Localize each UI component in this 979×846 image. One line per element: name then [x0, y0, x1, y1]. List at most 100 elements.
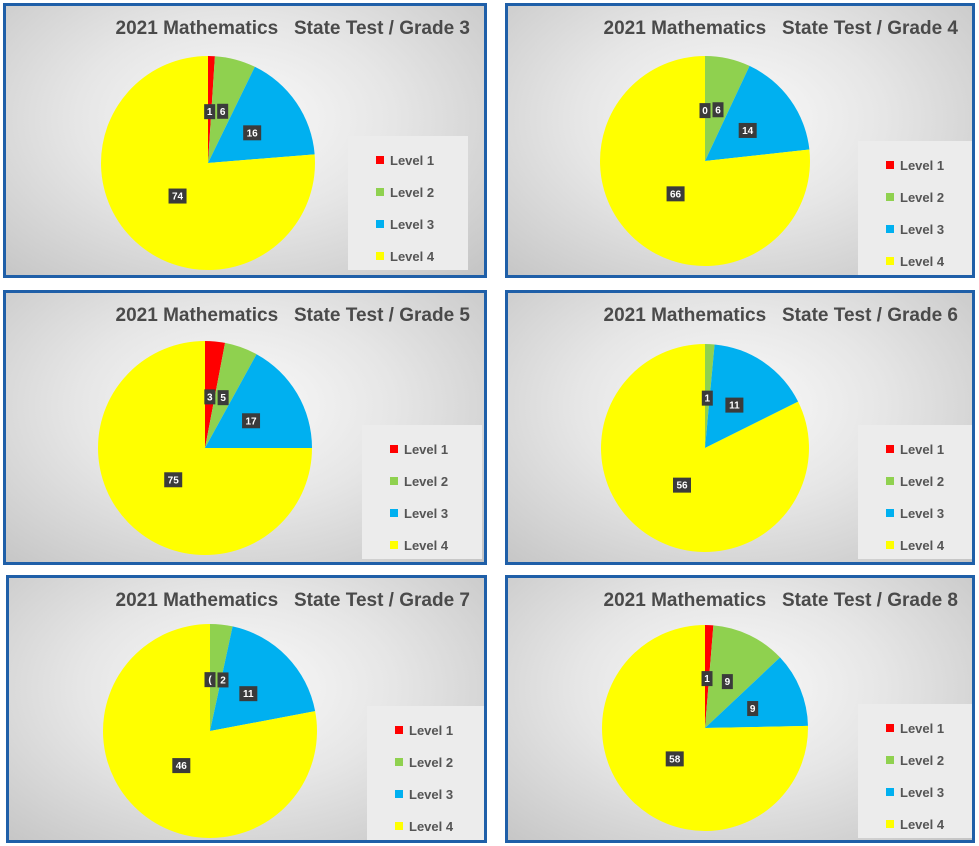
chart-panel-grade-7: 2021 Mathematics State Test / Grade 7 (2… [6, 575, 487, 843]
legend-item-level-2: Level 2 [362, 465, 482, 497]
svg-text:17: 17 [245, 416, 257, 427]
legend-item-level-3: Level 3 [348, 208, 468, 240]
svg-text:58: 58 [669, 754, 681, 765]
legend-swatch [376, 188, 384, 196]
legend-label: Level 3 [404, 505, 449, 521]
pie-slice-level-4 [600, 56, 810, 266]
legend-swatch [886, 724, 894, 732]
legend-swatch [886, 477, 894, 485]
legend-label: Level 2 [900, 473, 945, 489]
chart-legend: Level 1 Level 2 Level 3 Level 4 [362, 425, 482, 559]
svg-text:0: 0 [702, 106, 708, 117]
legend-label: Level 3 [390, 216, 435, 232]
pie-slice-level-4 [601, 344, 809, 552]
chart-panel-grade-8: 2021 Mathematics State Test / Grade 8 1 9… [505, 575, 975, 843]
data-label: 3 [204, 389, 216, 405]
legend-item-level-2: Level 2 [858, 465, 972, 497]
legend-item-level-1: Level 1 [348, 144, 468, 176]
legend-swatch [886, 820, 894, 828]
data-label: 1 [204, 104, 216, 120]
pie-slice-level-3 [208, 66, 315, 163]
legend-swatch [395, 758, 403, 766]
data-label: 58 [665, 751, 684, 767]
svg-text:16: 16 [247, 128, 259, 139]
pie-slice-level-4 [101, 56, 315, 271]
chart-title: 2021 Mathematics State Test / Grade 8 [603, 590, 958, 611]
legend-swatch [390, 509, 398, 517]
chart-legend: Level 1 Level 2 Level 3 Level 4 [858, 141, 972, 275]
legend-swatch [886, 193, 894, 201]
legend-item-level-4: Level 4 [858, 529, 972, 561]
chart-legend: Level 1 Level 2 Level 3 Level 4 [858, 425, 972, 561]
chart-legend: Level 1 Level 2 Level 3 Level 4 [367, 706, 484, 840]
svg-text:1: 1 [207, 107, 213, 118]
legend-item-level-4: Level 4 [348, 240, 468, 272]
data-label: 14 [738, 122, 757, 138]
data-label: 0 [699, 103, 711, 119]
legend-label: Level 3 [900, 221, 945, 237]
pie-slice-level-4 [602, 625, 808, 831]
pie-slice-level-2 [705, 625, 781, 728]
legend-swatch [395, 822, 403, 830]
legend-item-level-4: Level 4 [858, 245, 972, 275]
svg-text:75: 75 [168, 475, 180, 486]
chart-legend: Level 1 Level 2 Level 3 Level 4 [348, 136, 468, 270]
chart-title: 2021 Mathematics State Test / Grade 6 [603, 305, 958, 326]
legend-label: Level 4 [409, 818, 454, 834]
legend-swatch [886, 257, 894, 265]
pie-slice-level-3 [705, 65, 810, 161]
svg-text:3: 3 [207, 392, 213, 403]
legend-label: Level 2 [409, 754, 454, 770]
data-label: 5 [217, 390, 229, 406]
pie-slice-level-2 [208, 56, 255, 163]
data-label: 46 [172, 758, 191, 774]
pie-slice-level-3 [210, 626, 316, 731]
data-label: 11 [725, 397, 744, 413]
pie-slice-level-3 [705, 657, 808, 728]
chart-title: 2021 Mathematics State Test / Grade 7 [115, 590, 470, 611]
legend-label: Level 2 [900, 752, 945, 768]
pie-chart: 1 6 16 74 [101, 56, 315, 271]
legend-swatch [886, 445, 894, 453]
legend-swatch [886, 756, 894, 764]
data-label: 6 [712, 102, 724, 118]
legend-item-level-1: Level 1 [858, 149, 972, 181]
data-label: 9 [747, 701, 759, 717]
data-label: 11 [239, 686, 258, 702]
svg-text:14: 14 [742, 126, 754, 137]
legend-swatch [376, 252, 384, 260]
svg-text:46: 46 [176, 761, 188, 772]
data-label: 66 [666, 186, 685, 202]
svg-text:66: 66 [670, 189, 682, 200]
data-label: 2 [217, 672, 229, 688]
pie-slice-level-4 [102, 624, 318, 838]
legend-label: Level 1 [900, 157, 945, 173]
legend-label: Level 4 [900, 253, 945, 269]
svg-text:6: 6 [220, 107, 226, 118]
data-label: 9 [721, 674, 733, 690]
legend-label: Level 1 [900, 720, 945, 736]
svg-text:(: ( [208, 675, 212, 686]
legend-swatch [390, 541, 398, 549]
svg-text:9: 9 [750, 704, 756, 715]
svg-text:5: 5 [220, 393, 226, 404]
legend-label: Level 1 [900, 441, 945, 457]
legend-label: Level 4 [900, 537, 945, 553]
svg-text:1: 1 [705, 394, 711, 405]
svg-text:56: 56 [676, 481, 688, 492]
legend-swatch [376, 156, 384, 164]
legend-swatch [886, 161, 894, 169]
legend-swatch [376, 220, 384, 228]
legend-label: Level 4 [900, 816, 945, 832]
legend-label: Level 3 [900, 505, 945, 521]
data-label: 1 [701, 390, 713, 406]
data-label: 17 [242, 413, 261, 429]
legend-item-level-4: Level 4 [362, 529, 482, 561]
legend-label: Level 1 [404, 441, 449, 457]
svg-text:11: 11 [729, 401, 740, 412]
svg-text:2: 2 [220, 675, 226, 686]
legend-item-level-1: Level 1 [858, 433, 972, 465]
legend-item-level-1: Level 1 [362, 433, 482, 465]
